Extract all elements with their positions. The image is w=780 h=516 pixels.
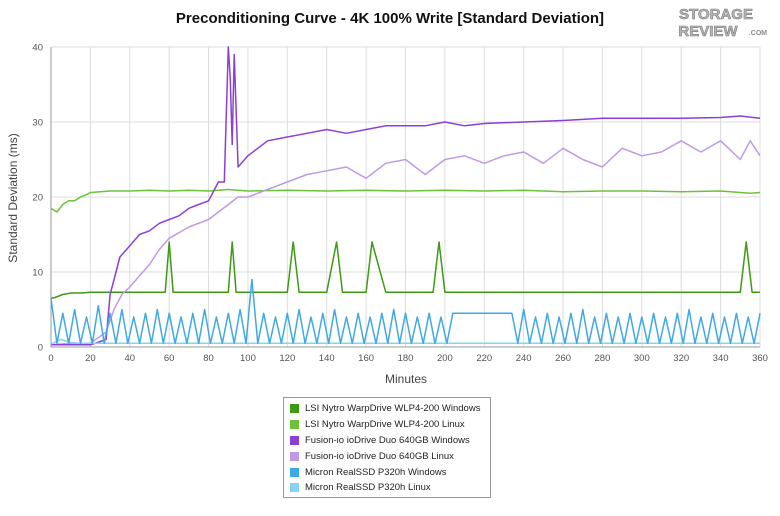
x-tick-label: 140 <box>319 353 335 364</box>
legend-swatch <box>290 420 299 430</box>
x-axis-label: Minutes <box>385 372 427 386</box>
x-tick-label: 40 <box>124 353 135 364</box>
x-tick-label: 300 <box>634 353 650 364</box>
x-tick-label: 200 <box>437 353 453 364</box>
tick-labels: 0 20 40 60 80 100 120 140 160 180 200 220 240 260 280 3… <box>32 43 768 365</box>
legend-item: LSI Nytro WarpDrive WLP4-200 Windows <box>290 401 484 417</box>
x-tick-label: 220 <box>476 353 492 364</box>
legend-swatch <box>290 451 299 461</box>
y-tick-label: 40 <box>32 43 43 54</box>
x-tick-label: 60 <box>164 353 175 364</box>
storage-review-logo: STORAGE REVIEW .COM <box>678 6 767 40</box>
x-tick-label: 100 <box>240 353 256 364</box>
x-tick-label: 80 <box>203 353 214 364</box>
x-tick-label: 360 <box>752 353 768 364</box>
series-line-fusion-io-iodrive-duo-640gb-linux <box>50 140 761 346</box>
legend-swatch <box>290 435 299 445</box>
legend-item: Fusion-io ioDrive Duo 640GB Linux <box>290 448 484 464</box>
series-line-lsi-nytro-warpdrive-wlp4-200-windows <box>50 241 760 300</box>
axes <box>50 47 760 348</box>
legend-item: Micron RealSSD P320h Linux <box>290 480 484 496</box>
legend-label: Micron RealSSD P320h Linux <box>305 482 431 494</box>
x-tick-label: 20 <box>85 353 96 364</box>
legend-swatch <box>290 467 299 477</box>
logo-line-1: STORAGE <box>679 6 753 23</box>
x-tick-label: 260 <box>555 353 571 364</box>
chart-title: Preconditioning Curve - 4K 100% Write [S… <box>175 10 605 27</box>
legend-item: Micron RealSSD P320h Windows <box>290 464 484 480</box>
logo-suffix: .COM <box>749 30 767 37</box>
x-tick-label: 160 <box>358 353 374 364</box>
x-tick-label: 320 <box>673 353 689 364</box>
y-tick-label: 10 <box>32 268 43 279</box>
y-tick-label: 30 <box>32 118 43 129</box>
x-tick-label: 240 <box>516 353 532 364</box>
x-tick-label: 120 <box>279 353 295 364</box>
logo-line-2: REVIEW <box>678 23 738 40</box>
x-tick-label: 340 <box>713 353 729 364</box>
y-tick-label: 20 <box>32 193 43 204</box>
series-lines <box>50 46 761 346</box>
series-line-fusion-io-iodrive-duo-640gb-windows <box>51 46 761 346</box>
y-tick-label: 0 <box>38 343 43 354</box>
legend: LSI Nytro WarpDrive WLP4-200 Windows LSI … <box>283 397 491 498</box>
legend-swatch <box>290 404 299 414</box>
legend-label: Micron RealSSD P320h Windows <box>305 466 447 478</box>
legend-label: LSI Nytro WarpDrive WLP4-200 Linux <box>305 419 465 431</box>
x-tick-label: 280 <box>595 353 611 364</box>
legend-label: Fusion-io ioDrive Duo 640GB Windows <box>305 434 470 446</box>
grid-lines <box>51 46 761 347</box>
legend-label: Fusion-io ioDrive Duo 640GB Linux <box>305 450 454 462</box>
series-line-lsi-nytro-warpdrive-wlp4-200-linux <box>50 188 761 213</box>
y-axis-label: Standard Deviation (ms) <box>6 133 20 262</box>
legend-item: Fusion-io ioDrive Duo 640GB Windows <box>290 433 484 449</box>
x-tick-label: 0 <box>48 353 53 364</box>
series-line-micron-realssd-p320h-windows <box>50 278 761 345</box>
legend-item: LSI Nytro WarpDrive WLP4-200 Linux <box>290 417 484 433</box>
x-tick-label: 180 <box>398 353 414 364</box>
legend-label: LSI Nytro WarpDrive WLP4-200 Windows <box>305 403 481 415</box>
legend-swatch <box>290 483 299 493</box>
